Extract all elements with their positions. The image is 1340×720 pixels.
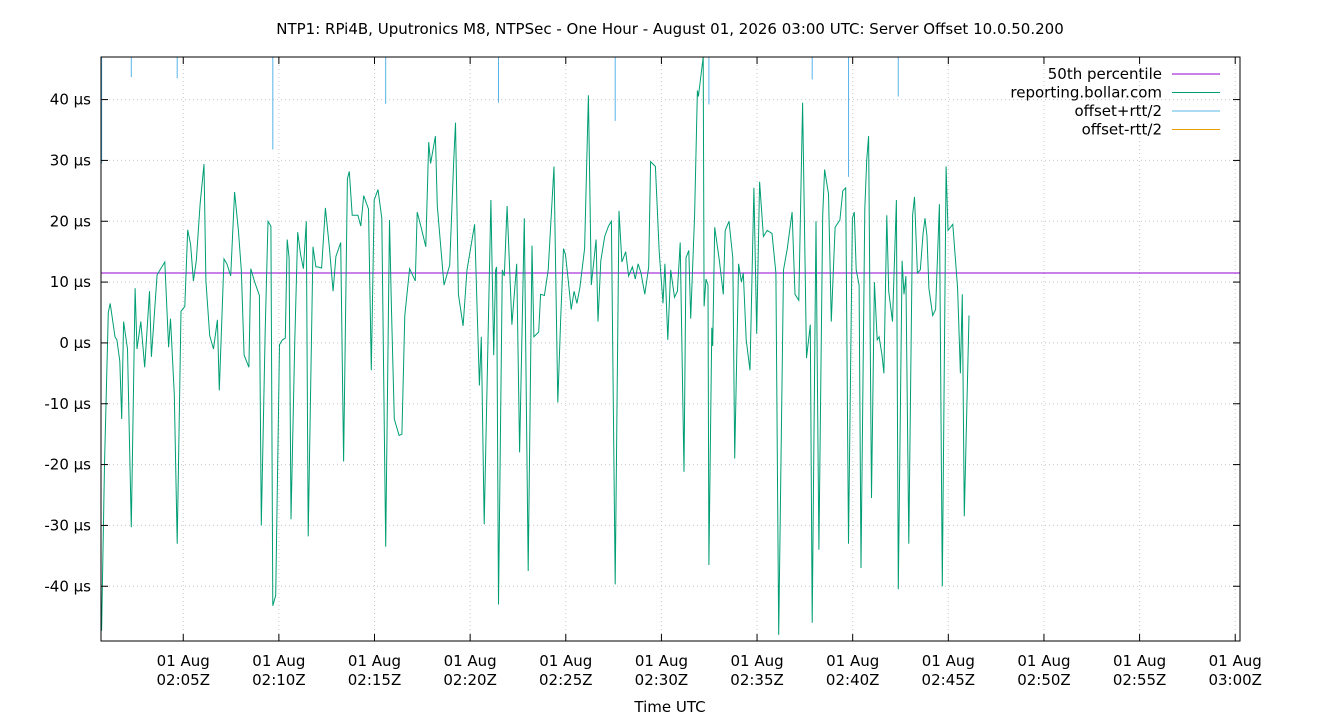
- x-tick-label-time: 02:45Z: [922, 671, 976, 689]
- legend-label: offset+rtt/2: [1074, 102, 1162, 120]
- y-tick-label: 10 µs: [50, 273, 91, 291]
- y-tick-label: -40 µs: [44, 577, 91, 595]
- x-tick-label-time: 02:10Z: [252, 671, 306, 689]
- y-tick-label: -30 µs: [44, 516, 91, 534]
- x-tick-label-date: 01 Aug: [1017, 652, 1070, 670]
- legend: 50th percentilereporting.bollar.comoffse…: [1010, 65, 1220, 139]
- x-tick-label-date: 01 Aug: [157, 652, 210, 670]
- y-tick-label: 30 µs: [50, 151, 91, 169]
- y-tick-label: -20 µs: [44, 456, 91, 474]
- y-tick-label: 40 µs: [50, 91, 91, 109]
- plot-area: [101, 57, 1240, 635]
- x-tick-label-time: 02:40Z: [826, 671, 880, 689]
- series-reporting-bollar-com-line: [101, 57, 970, 635]
- x-tick-label-date: 01 Aug: [252, 652, 305, 670]
- x-tick-label-time: 02:55Z: [1113, 671, 1167, 689]
- legend-label: reporting.bollar.com: [1010, 84, 1162, 102]
- x-tick-label-date: 01 Aug: [348, 652, 401, 670]
- y-tick-label: 20 µs: [50, 212, 91, 230]
- grid-lines: [101, 57, 1240, 641]
- x-tick-label-date: 01 Aug: [730, 652, 783, 670]
- x-tick-label-date: 01 Aug: [922, 652, 975, 670]
- x-tick-label-time: 02:15Z: [348, 671, 402, 689]
- x-tick-label-date: 01 Aug: [444, 652, 497, 670]
- x-tick-label-date: 01 Aug: [826, 652, 879, 670]
- x-tick-label-date: 01 Aug: [539, 652, 592, 670]
- x-tick-label-time: 02:50Z: [1017, 671, 1071, 689]
- chart-title: NTP1: RPi4B, Uputronics M8, NTPSec - One…: [276, 20, 1064, 38]
- x-axis-label: Time UTC: [633, 698, 705, 716]
- x-tick-label-date: 01 Aug: [1209, 652, 1262, 670]
- x-tick-label-time: 02:25Z: [539, 671, 593, 689]
- x-tick-label-time: 02:20Z: [443, 671, 497, 689]
- plot-frame: [100, 56, 1241, 642]
- legend-label: 50th percentile: [1048, 65, 1162, 83]
- x-tick-label-date: 01 Aug: [635, 652, 688, 670]
- y-tick-label: 0 µs: [59, 334, 91, 352]
- x-tick-label-date: 01 Aug: [1113, 652, 1166, 670]
- legend-label: offset-rtt/2: [1082, 121, 1162, 139]
- y-axis: 40 µs 30 µs 20 µs 10 µs 0 µs -10 µs -20 µs -30 …: [44, 91, 1240, 595]
- x-tick-label-time: 02:35Z: [730, 671, 784, 689]
- x-tick-label-time: 02:05Z: [156, 671, 210, 689]
- x-tick-label-time: 03:00Z: [1208, 671, 1262, 689]
- x-tick-label-time: 02:30Z: [635, 671, 689, 689]
- y-tick-label: -10 µs: [44, 395, 91, 413]
